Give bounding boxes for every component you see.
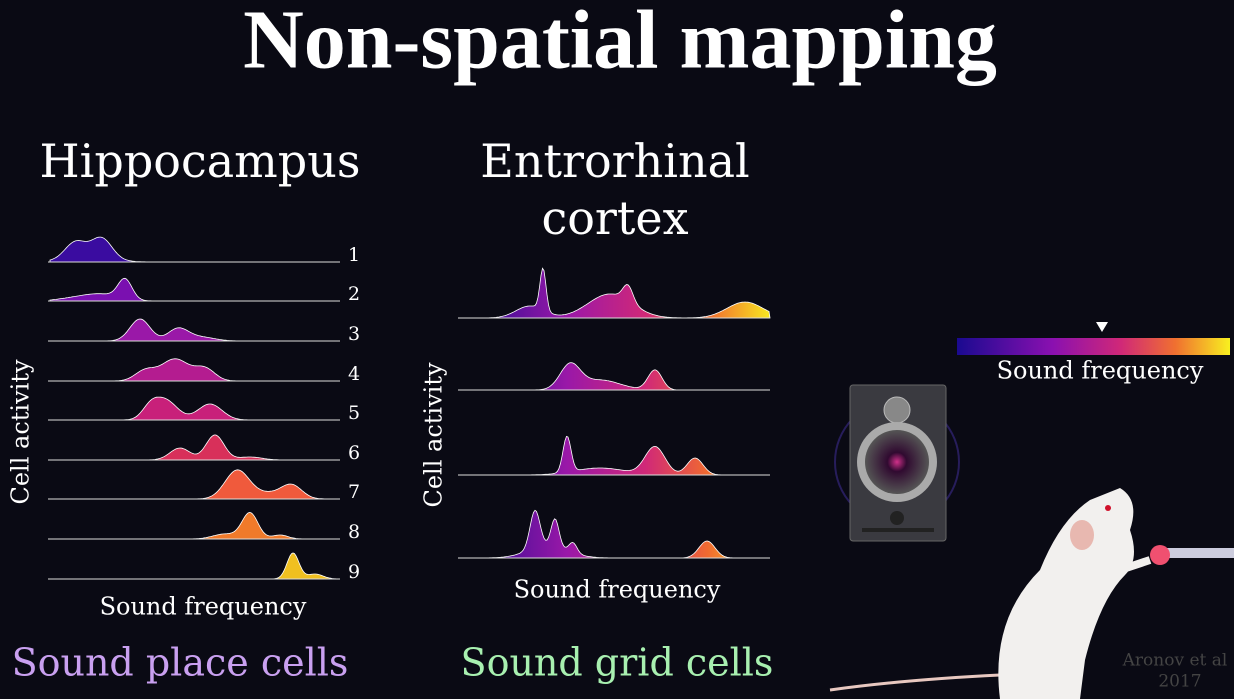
x-label: Sound frequency	[100, 593, 307, 621]
middle-panel: Entrorhinal cortex Cell activity Sound f…	[420, 134, 774, 685]
row-label: 9	[348, 561, 360, 583]
left-panel: Hippocampus Cell activity Sound frequenc…	[7, 134, 361, 685]
ridge	[49, 277, 338, 302]
row-label: 6	[348, 442, 360, 464]
ridge	[50, 511, 338, 540]
caption: Sound place cells	[12, 641, 349, 685]
row-label: 3	[348, 323, 360, 345]
ridge	[50, 469, 338, 500]
y-label: Cell activity	[7, 359, 35, 504]
colorbar	[957, 338, 1230, 355]
caption: Sound grid cells	[461, 641, 774, 685]
ridge	[460, 362, 770, 391]
marker	[1096, 322, 1108, 332]
y-label: Cell activity	[420, 362, 448, 507]
ridge	[49, 236, 338, 263]
ridge	[50, 552, 339, 580]
row-label: 5	[348, 402, 360, 424]
ridge	[460, 435, 770, 476]
right-panel: Sound frequency Aronov et al 2017	[829, 322, 1234, 699]
ridge	[460, 267, 771, 319]
panel-title: cortex	[541, 191, 688, 245]
ridge	[50, 434, 338, 461]
x-label: Sound frequency	[514, 576, 721, 604]
speaker	[834, 384, 960, 542]
panel-title: Hippocampus	[40, 134, 361, 188]
citation: 2017	[1158, 672, 1201, 692]
colorbar-label: Sound frequency	[997, 357, 1204, 385]
row-label: 8	[348, 521, 360, 543]
row-label: 2	[348, 283, 360, 305]
panel-title: Entrorhinal	[480, 134, 749, 188]
ridge	[50, 318, 338, 342]
slide-title: Non-spatial mapping	[243, 0, 997, 86]
citation: Aronov et al	[1122, 651, 1228, 671]
ridge	[50, 396, 338, 421]
row-label: 1	[348, 244, 360, 266]
row-label: 4	[348, 363, 360, 385]
mouse	[829, 488, 1234, 699]
row-label: 7	[348, 481, 360, 503]
ridge	[460, 509, 770, 559]
ridge	[50, 358, 338, 382]
